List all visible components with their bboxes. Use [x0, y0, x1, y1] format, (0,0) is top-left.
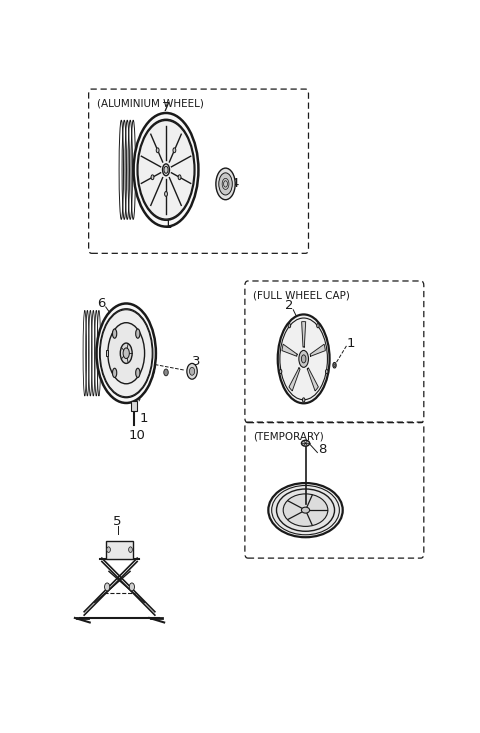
Ellipse shape: [96, 303, 156, 403]
Text: 2: 2: [285, 299, 293, 312]
Ellipse shape: [133, 113, 198, 226]
Circle shape: [164, 369, 168, 376]
Ellipse shape: [100, 310, 152, 397]
Circle shape: [129, 583, 134, 591]
Ellipse shape: [216, 168, 235, 199]
Text: 10: 10: [129, 429, 146, 441]
Text: 3: 3: [192, 355, 201, 368]
Ellipse shape: [301, 441, 310, 446]
Ellipse shape: [187, 364, 197, 379]
Ellipse shape: [112, 329, 117, 338]
Ellipse shape: [268, 483, 343, 537]
Ellipse shape: [278, 314, 330, 403]
Ellipse shape: [112, 368, 117, 377]
Text: 1: 1: [164, 218, 172, 231]
Ellipse shape: [301, 355, 306, 363]
Ellipse shape: [123, 348, 129, 358]
Text: (ALUMINIUM WHEEL): (ALUMINIUM WHEEL): [97, 98, 204, 108]
Polygon shape: [310, 345, 325, 356]
Ellipse shape: [279, 369, 282, 374]
Ellipse shape: [165, 191, 168, 196]
Ellipse shape: [163, 164, 169, 176]
Ellipse shape: [100, 309, 153, 398]
Ellipse shape: [302, 398, 305, 402]
Ellipse shape: [136, 329, 140, 338]
Polygon shape: [301, 322, 306, 347]
Text: 8: 8: [318, 443, 326, 456]
Text: 7: 7: [162, 101, 170, 114]
Ellipse shape: [219, 173, 232, 195]
Ellipse shape: [120, 343, 132, 364]
Ellipse shape: [276, 489, 335, 531]
Ellipse shape: [151, 175, 154, 180]
Text: 6: 6: [97, 297, 106, 310]
Circle shape: [107, 547, 110, 553]
Ellipse shape: [272, 485, 339, 535]
Ellipse shape: [317, 323, 319, 328]
Ellipse shape: [173, 148, 176, 152]
Text: 9: 9: [275, 496, 283, 509]
Ellipse shape: [178, 175, 181, 180]
Text: 1: 1: [347, 336, 355, 350]
Ellipse shape: [190, 367, 195, 375]
Ellipse shape: [164, 166, 168, 173]
Circle shape: [129, 547, 132, 553]
Text: (FULL WHEEL CAP): (FULL WHEEL CAP): [253, 290, 350, 300]
Ellipse shape: [283, 494, 328, 526]
Ellipse shape: [288, 323, 291, 328]
Ellipse shape: [138, 120, 194, 219]
Ellipse shape: [156, 148, 159, 152]
Text: 1: 1: [140, 412, 148, 424]
Ellipse shape: [136, 368, 140, 377]
Ellipse shape: [137, 119, 195, 220]
Bar: [131, 401, 137, 410]
Ellipse shape: [301, 507, 310, 513]
Text: (TEMPORARY): (TEMPORARY): [253, 431, 324, 441]
Bar: [106, 350, 108, 356]
Ellipse shape: [333, 363, 336, 368]
Bar: [106, 541, 133, 559]
Text: 5: 5: [113, 515, 122, 528]
Polygon shape: [289, 368, 300, 391]
Polygon shape: [307, 368, 318, 391]
Circle shape: [105, 583, 110, 591]
Polygon shape: [282, 345, 297, 356]
Ellipse shape: [299, 350, 309, 367]
Ellipse shape: [334, 364, 335, 366]
Text: 4: 4: [230, 177, 238, 191]
Ellipse shape: [108, 323, 144, 384]
Ellipse shape: [325, 369, 328, 374]
